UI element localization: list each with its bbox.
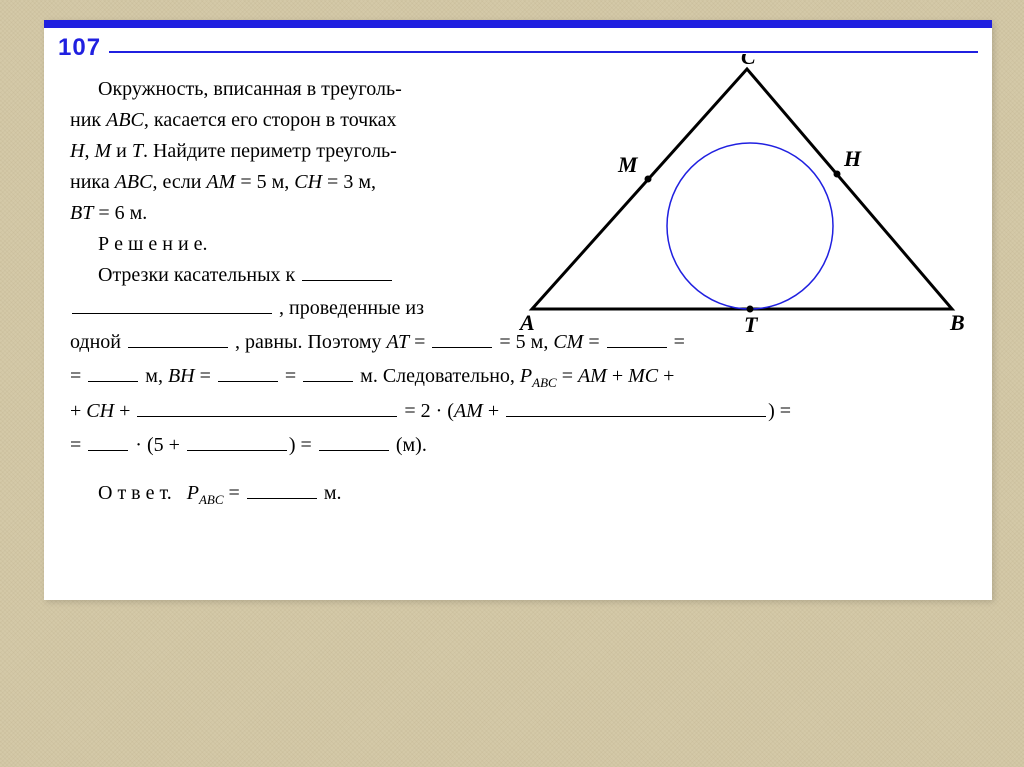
t-p2abc: ABC <box>106 109 144 131</box>
t-ch2: CH <box>86 400 114 422</box>
t-s5a: + <box>70 400 86 422</box>
blank-3[interactable] <box>128 327 228 348</box>
t-h: H <box>70 140 84 162</box>
t-s4h: + <box>658 365 674 387</box>
blank-2[interactable] <box>72 293 272 314</box>
t-s4d: = <box>285 365 296 387</box>
t-s6a: = <box>70 434 81 456</box>
t-p3d: и <box>111 140 132 162</box>
t-s4c: = <box>195 365 211 387</box>
t-bt: BT <box>70 202 93 224</box>
t-ch: CH <box>294 171 322 193</box>
t-s6c: ) = <box>289 434 312 456</box>
t-p4d: = 3 м, <box>322 171 376 193</box>
t-s4a: = <box>70 365 81 387</box>
t-s6d: (м). <box>396 434 427 456</box>
inscribed-circle <box>667 143 833 309</box>
t-s4e: м. Следовательно, <box>360 365 520 387</box>
t-t: T <box>132 140 143 162</box>
t-s3a: одной <box>70 331 121 353</box>
t-s6b: · (5 + <box>135 434 180 456</box>
t-p4a: ника <box>70 171 115 193</box>
triangle-abc <box>532 69 952 309</box>
t-am2: AM <box>578 365 607 387</box>
ans-eq: = <box>224 482 240 504</box>
t-p4c: = 5 м, <box>235 171 294 193</box>
t-bh: BH <box>168 365 195 387</box>
label-b: B <box>949 310 965 334</box>
label-c: C <box>741 54 756 69</box>
blank-answer[interactable] <box>247 478 317 499</box>
t-p3f: . Найдите периметр треуголь- <box>143 140 397 162</box>
point-m-dot <box>645 176 652 183</box>
worksheet-page: 107 Окружность, вписанная в треуголь- ни… <box>44 20 992 600</box>
t-s3b: , равны. Поэтому <box>235 331 386 353</box>
content-area: Окружность, вписанная в треуголь- ник AB… <box>44 64 992 521</box>
t-s5c: = 2 · ( <box>404 400 454 422</box>
t-pabc-sub: ABC <box>532 375 557 390</box>
t-at: AT <box>387 331 410 353</box>
blank-12[interactable] <box>187 430 287 451</box>
t-s5e: ) = <box>768 400 791 422</box>
t-pabc: P <box>520 365 532 387</box>
t-m: M <box>94 140 111 162</box>
blank-7[interactable] <box>218 361 278 382</box>
t-p3b: , <box>84 140 94 162</box>
t-s4f: = <box>557 365 578 387</box>
label-m: M <box>617 152 639 177</box>
t-am: AM <box>206 171 235 193</box>
t-p4abc: ABC <box>115 171 153 193</box>
t-s4b: м, <box>145 365 168 387</box>
label-a: A <box>518 310 535 334</box>
t-s4g: + <box>607 365 628 387</box>
t-s5d: + <box>483 400 499 422</box>
problem-number: 107 <box>58 34 101 62</box>
blank-13[interactable] <box>319 430 389 451</box>
ans-unit: м. <box>319 482 342 504</box>
blank-6[interactable] <box>88 361 138 382</box>
t-p1: Окружность, вписанная в треуголь- <box>98 78 402 100</box>
t-p2b: , касается его сторон в точках <box>144 109 397 131</box>
header-rule <box>109 51 978 53</box>
t-s3e: = <box>583 331 599 353</box>
t-p2a: ник <box>70 109 106 131</box>
blank-10[interactable] <box>506 396 766 417</box>
t-cm: CM <box>553 331 583 353</box>
answer-label: О т в е т. <box>98 482 172 504</box>
t-p5a: = 6 м. <box>93 202 147 224</box>
blank-1[interactable] <box>302 260 392 281</box>
t-p4b: , если <box>152 171 206 193</box>
triangle-diagram: A B C M H T <box>502 54 982 334</box>
ans-p: P <box>187 482 199 504</box>
blank-11[interactable] <box>88 430 128 451</box>
t-s5b: + <box>114 400 130 422</box>
t-s1: Отрезки касательных к <box>98 264 295 286</box>
label-t: T <box>744 312 759 334</box>
blank-4[interactable] <box>432 327 492 348</box>
t-s3f: = <box>674 331 685 353</box>
point-h-dot <box>834 171 841 178</box>
t-am3: AM <box>454 400 483 422</box>
problem-statement: Окружность, вписанная в треуголь- ник AB… <box>70 74 480 291</box>
blank-9[interactable] <box>137 396 397 417</box>
t-mc: MC <box>628 365 658 387</box>
solution-label: Р е ш е н и е. <box>98 233 208 255</box>
t-s3d: = 5 м, <box>499 331 553 353</box>
ans-sub: ABC <box>199 492 224 507</box>
t-s3c: = <box>409 331 425 353</box>
blank-8[interactable] <box>303 361 353 382</box>
top-accent-bar <box>44 20 992 28</box>
label-h: H <box>843 146 862 171</box>
t-s2: , проведенные из <box>279 297 424 319</box>
